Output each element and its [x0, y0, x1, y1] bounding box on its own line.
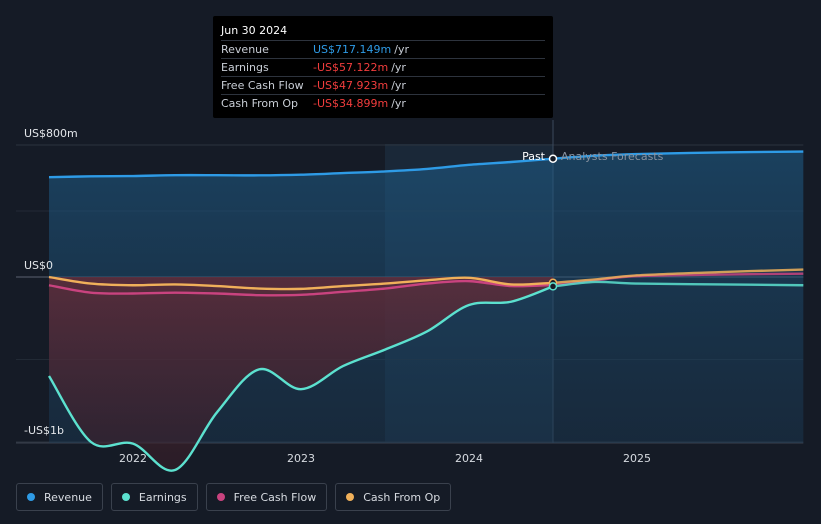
free-cash-flow-line-past	[48, 279, 554, 297]
y-tick-label: US$800m	[24, 127, 78, 140]
legend-dot-icon	[216, 493, 225, 501]
tooltip-row-cash-from-op: Cash From Op -US$34.899m /yr	[221, 94, 545, 112]
revenue-line-past	[48, 157, 554, 179]
earnings-line-past	[47, 285, 554, 472]
tooltip-unit: /yr	[394, 43, 409, 56]
tooltip-label: Revenue	[221, 43, 269, 56]
tooltip-value: US$717.149m	[313, 43, 392, 56]
earnings-marker	[548, 282, 558, 291]
x-tick-label: 2023	[287, 452, 315, 465]
legend-item-free-cash-flow[interactable]: Free Cash Flow	[205, 483, 328, 511]
legend-label: Cash From Op	[363, 490, 441, 504]
tooltip-row-free-cash-flow: Free Cash Flow -US$47.923m /yr	[221, 76, 545, 94]
y-tick-label: -US$1b	[24, 424, 64, 437]
cash-from-op-line-forecast	[552, 268, 804, 284]
revenue-line-forecast	[552, 150, 804, 160]
legend-dot-icon	[346, 493, 355, 501]
x-tick-label: 2024	[455, 452, 483, 465]
tooltip-label: Cash From Op	[221, 97, 299, 110]
tooltip-label: Earnings	[221, 61, 269, 74]
legend-item-revenue[interactable]: Revenue	[16, 483, 103, 511]
legend-item-cash-from-op[interactable]: Cash From Op	[335, 483, 452, 511]
tooltip-row-earnings: Earnings -US$57.122m /yr	[221, 58, 545, 76]
forecast-label: Analysts Forecasts	[561, 150, 664, 163]
legend-label: Free Cash Flow	[233, 490, 317, 504]
tooltip-date: Jun 30 2024	[221, 24, 288, 37]
data-tooltip: Jun 30 2024 Revenue US$717.149m /yr Earn…	[213, 16, 553, 118]
chart-legend: Revenue Earnings Free Cash Flow Cash Fro…	[16, 483, 452, 511]
tooltip-value: -US$57.122m	[313, 61, 389, 74]
earnings-line-forecast	[552, 280, 804, 288]
tooltip-unit: /yr	[391, 97, 406, 110]
tooltip-unit: /yr	[391, 79, 406, 92]
tooltip-unit: /yr	[391, 61, 406, 74]
cash-from-op-line-past	[48, 275, 554, 291]
y-tick-label: US$0	[24, 259, 53, 272]
legend-dot-icon	[121, 493, 130, 501]
tooltip-label: Free Cash Flow	[221, 79, 304, 92]
chart-area: US$800m US$0 -US$1b 2022 2023 2024 2025 Past Ana…	[16, 120, 804, 472]
tooltip-value: -US$47.923m	[313, 79, 389, 92]
x-tick-label: 2025	[623, 452, 651, 465]
earnings-area	[49, 277, 553, 471]
tooltip-row-revenue: Revenue US$717.149m /yr	[221, 40, 545, 58]
x-tick-label: 2022	[119, 452, 147, 465]
legend-item-earnings[interactable]: Earnings	[110, 483, 198, 511]
tooltip-value: -US$34.899m	[313, 97, 389, 110]
legend-label: Earnings	[138, 490, 187, 504]
revenue-marker	[548, 154, 558, 163]
legend-label: Revenue	[44, 490, 92, 504]
past-label: Past	[522, 150, 546, 163]
legend-dot-icon	[27, 493, 35, 501]
